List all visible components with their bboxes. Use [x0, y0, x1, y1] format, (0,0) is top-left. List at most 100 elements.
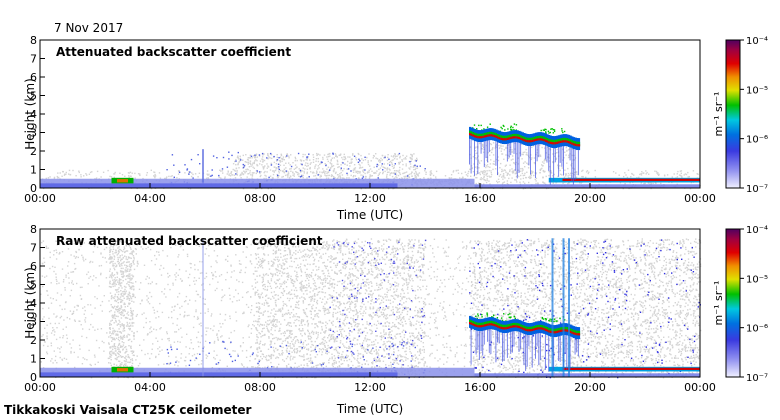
noise-pixel	[666, 299, 669, 302]
noise-pixel	[339, 295, 341, 297]
noise-pixel	[110, 297, 113, 300]
cloud-base	[490, 134, 493, 137]
noise-pixel	[559, 293, 561, 295]
noise-pixel	[65, 173, 67, 175]
noise-pixel	[327, 160, 329, 163]
noise-pixel	[610, 239, 612, 241]
noise-pixel	[193, 280, 195, 282]
noise-pixel	[286, 155, 288, 157]
cloud-base	[515, 136, 518, 139]
noise-pixel	[445, 255, 447, 257]
noise-pixel	[267, 365, 269, 368]
noise-pixel	[408, 348, 411, 350]
cloud-base	[553, 142, 556, 145]
noise-pixel	[167, 362, 169, 365]
noise-pixel	[153, 242, 155, 244]
noise-pixel	[581, 361, 583, 363]
noise-pixel	[675, 251, 678, 254]
noise-pixel	[145, 247, 147, 250]
noise-pixel	[324, 172, 326, 175]
noise-pixel	[382, 169, 384, 171]
noise-pixel	[382, 166, 384, 168]
noise-pixel	[211, 313, 213, 315]
noise-pixel	[608, 243, 610, 245]
noise-pixel	[555, 281, 557, 283]
noise-pixel	[354, 169, 356, 171]
noise-pixel	[519, 170, 521, 172]
noise-pixel	[205, 276, 208, 278]
noise-pixel	[281, 176, 283, 178]
noise-pixel	[461, 177, 464, 179]
noise-pixel	[386, 169, 388, 171]
noise-pixel	[364, 169, 366, 171]
noise-pixel	[333, 157, 335, 159]
virga-streak	[571, 148, 573, 182]
noise-pixel	[327, 166, 330, 168]
noise-pixel	[526, 171, 528, 173]
cloud-column	[571, 140, 574, 145]
noise-pixel	[382, 172, 384, 175]
noise-pixel	[402, 163, 404, 166]
noise-pixel	[639, 324, 642, 327]
noise-pixel	[661, 293, 664, 295]
noise-pixel	[503, 125, 505, 127]
noise-pixel	[357, 172, 359, 174]
noise-pixel	[423, 177, 425, 179]
noise-pixel	[282, 170, 284, 172]
noise-pixel	[159, 328, 161, 330]
noise-pixel	[49, 267, 51, 270]
noise-pixel	[317, 157, 319, 160]
noise-pixel	[663, 315, 666, 318]
noise-pixel	[314, 293, 316, 295]
cloud-base	[483, 135, 486, 138]
noise-pixel	[46, 247, 48, 249]
noise-pixel	[267, 153, 269, 155]
noise-pixel	[290, 333, 292, 335]
noise-pixel	[444, 175, 447, 177]
noise-pixel	[332, 153, 334, 155]
cloud-base	[576, 144, 579, 147]
noise-pixel	[490, 151, 493, 154]
noise-pixel	[279, 338, 281, 341]
noise-pixel	[324, 163, 326, 165]
noise-pixel	[207, 310, 209, 313]
noise-pixel	[216, 157, 218, 159]
noise-pixel	[384, 156, 386, 159]
noise-pixel	[679, 265, 681, 267]
noise-pixel	[119, 172, 121, 174]
noise-pixel	[627, 364, 629, 367]
noise-pixel	[289, 347, 292, 349]
noise-pixel	[278, 270, 280, 272]
noise-pixel	[676, 261, 679, 264]
noise-pixel	[373, 166, 375, 168]
noise-pixel	[693, 349, 696, 351]
noise-pixel	[544, 147, 546, 149]
noise-pixel	[517, 169, 519, 171]
noise-pixel	[486, 164, 489, 166]
noise-pixel	[380, 165, 383, 167]
noise-pixel	[505, 146, 507, 149]
noise-pixel	[352, 314, 355, 317]
noise-pixel	[312, 156, 315, 158]
noise-pixel	[177, 296, 179, 298]
cloud-base	[568, 141, 571, 144]
noise-pixel	[252, 162, 254, 164]
noise-pixel	[278, 353, 280, 355]
noise-pixel	[42, 240, 45, 242]
noise-pixel	[174, 364, 176, 366]
noise-pixel	[664, 312, 666, 314]
noise-pixel	[480, 187, 482, 190]
noise-pixel	[524, 182, 526, 185]
noise-pixel	[119, 264, 121, 266]
noise-pixel	[449, 275, 452, 278]
noise-pixel	[399, 238, 401, 240]
noise-pixel	[346, 316, 349, 319]
noise-pixel	[287, 323, 289, 325]
noise-pixel	[634, 288, 637, 290]
noise-pixel	[512, 126, 514, 129]
noise-pixel	[622, 292, 624, 294]
noise-pixel	[476, 152, 478, 154]
noise-pixel	[245, 303, 248, 306]
noise-pixel	[352, 317, 354, 320]
noise-pixel	[255, 169, 258, 172]
